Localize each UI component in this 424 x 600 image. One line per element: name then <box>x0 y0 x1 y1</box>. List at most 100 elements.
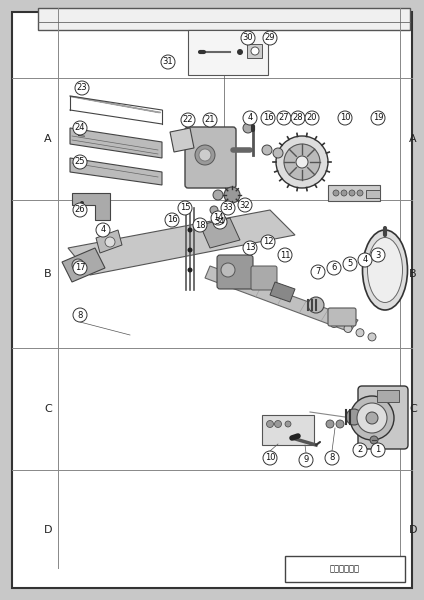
Text: 3: 3 <box>375 251 381 259</box>
Circle shape <box>73 261 87 275</box>
Circle shape <box>195 145 215 165</box>
Circle shape <box>73 155 87 169</box>
Bar <box>366 190 380 198</box>
Circle shape <box>73 203 87 217</box>
Circle shape <box>241 31 255 45</box>
Text: 10: 10 <box>265 454 275 463</box>
Circle shape <box>243 241 257 255</box>
Polygon shape <box>205 266 358 332</box>
Circle shape <box>296 156 308 168</box>
Text: D: D <box>44 525 52 535</box>
Circle shape <box>161 55 175 69</box>
Polygon shape <box>270 282 295 302</box>
Circle shape <box>187 268 192 272</box>
Circle shape <box>326 420 334 428</box>
Circle shape <box>187 247 192 253</box>
Text: 11: 11 <box>280 251 290 259</box>
Circle shape <box>330 320 338 328</box>
Circle shape <box>263 451 277 465</box>
Circle shape <box>73 121 87 135</box>
Circle shape <box>211 211 225 225</box>
Text: 8: 8 <box>329 454 335 463</box>
Circle shape <box>243 123 253 133</box>
Text: 15: 15 <box>180 203 190 212</box>
Circle shape <box>181 113 195 127</box>
Bar <box>328 185 380 201</box>
Text: 4: 4 <box>100 226 106 235</box>
Circle shape <box>371 111 385 125</box>
Polygon shape <box>170 128 194 152</box>
Text: 24: 24 <box>75 124 85 133</box>
Text: D: D <box>409 525 417 535</box>
Text: 32: 32 <box>240 200 250 209</box>
Circle shape <box>333 190 339 196</box>
Circle shape <box>349 190 355 196</box>
Circle shape <box>277 111 291 125</box>
Text: 12: 12 <box>263 238 273 247</box>
Text: 27: 27 <box>279 113 289 122</box>
Text: 19: 19 <box>373 113 383 122</box>
Circle shape <box>251 47 259 55</box>
Circle shape <box>203 113 217 127</box>
Circle shape <box>350 396 394 440</box>
Text: B: B <box>44 269 52 279</box>
Text: 17: 17 <box>75 263 85 272</box>
Circle shape <box>213 190 223 200</box>
Ellipse shape <box>363 230 407 310</box>
Circle shape <box>213 215 227 229</box>
Text: 22: 22 <box>183 115 193 124</box>
Polygon shape <box>70 128 162 158</box>
Bar <box>262 415 314 445</box>
Circle shape <box>356 329 364 337</box>
Polygon shape <box>72 193 110 220</box>
Circle shape <box>291 111 305 125</box>
Circle shape <box>370 436 378 444</box>
Bar <box>377 390 399 402</box>
Bar <box>38 8 410 30</box>
Circle shape <box>299 453 313 467</box>
Circle shape <box>285 421 291 427</box>
Circle shape <box>278 248 292 262</box>
Text: 21: 21 <box>205 115 215 124</box>
Circle shape <box>357 190 363 196</box>
Circle shape <box>80 201 84 205</box>
Circle shape <box>327 261 341 275</box>
Circle shape <box>371 248 385 262</box>
Text: 高枝锯爆炸图: 高枝锯爆炸图 <box>330 565 360 574</box>
Circle shape <box>238 198 252 212</box>
Circle shape <box>336 420 344 428</box>
Circle shape <box>193 218 207 232</box>
Bar <box>285 556 405 582</box>
FancyBboxPatch shape <box>358 386 408 449</box>
Text: 14: 14 <box>213 214 223 223</box>
Circle shape <box>284 144 320 180</box>
Text: 7: 7 <box>315 268 321 277</box>
Circle shape <box>221 201 235 215</box>
Text: 31: 31 <box>163 58 173 67</box>
Circle shape <box>261 235 275 249</box>
Circle shape <box>263 31 277 45</box>
Text: 28: 28 <box>293 113 303 122</box>
Text: A: A <box>409 134 417 144</box>
Circle shape <box>165 213 179 227</box>
Text: 25: 25 <box>75 157 85 166</box>
Circle shape <box>73 308 87 322</box>
Circle shape <box>346 409 362 425</box>
Circle shape <box>72 259 84 271</box>
Circle shape <box>237 49 243 55</box>
FancyBboxPatch shape <box>217 255 253 289</box>
Text: A: A <box>44 134 52 144</box>
Text: 34: 34 <box>215 217 225 226</box>
Circle shape <box>75 81 89 95</box>
Circle shape <box>371 443 385 457</box>
Circle shape <box>358 253 372 267</box>
Text: 20: 20 <box>307 113 317 122</box>
Bar <box>247 44 262 58</box>
Circle shape <box>243 111 257 125</box>
Circle shape <box>366 412 378 424</box>
Text: C: C <box>44 404 52 414</box>
Circle shape <box>276 136 328 188</box>
Circle shape <box>343 257 357 271</box>
Circle shape <box>199 149 211 161</box>
Text: 10: 10 <box>340 113 350 122</box>
